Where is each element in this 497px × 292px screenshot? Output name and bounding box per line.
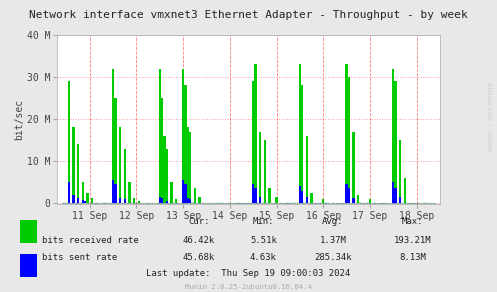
Bar [306, 197, 308, 203]
Bar [184, 86, 187, 203]
Text: 5.51k: 5.51k [250, 236, 277, 244]
Bar [128, 182, 131, 203]
Bar [254, 188, 256, 203]
Bar [182, 180, 184, 203]
Bar [404, 178, 406, 203]
Bar [275, 197, 278, 203]
Bar [345, 65, 348, 203]
Bar [166, 201, 168, 203]
Bar [348, 188, 350, 203]
Y-axis label: bit/sec: bit/sec [14, 99, 24, 140]
Bar [369, 199, 371, 203]
Bar [254, 65, 256, 203]
Bar [268, 188, 271, 203]
Bar [189, 132, 191, 203]
Bar [322, 199, 325, 203]
Bar [175, 199, 177, 203]
Bar [166, 149, 168, 203]
Bar [170, 182, 172, 203]
Bar [189, 199, 191, 203]
Bar [348, 77, 350, 203]
Bar [299, 65, 301, 203]
Bar [187, 128, 189, 203]
Bar [20, 254, 37, 277]
Bar [352, 132, 355, 203]
Bar [91, 198, 93, 203]
Bar [345, 184, 348, 203]
Text: 46.42k: 46.42k [183, 236, 215, 244]
Bar [114, 184, 117, 203]
Bar [399, 140, 402, 203]
Bar [252, 184, 254, 203]
Bar [352, 198, 355, 203]
Bar [73, 195, 75, 203]
Bar [310, 193, 313, 203]
Bar [161, 98, 164, 203]
Text: 193.21M: 193.21M [394, 236, 431, 244]
Bar [392, 182, 394, 203]
Text: Max:: Max: [402, 218, 423, 226]
Text: 8.13M: 8.13M [399, 253, 426, 262]
Bar [133, 198, 135, 203]
Bar [77, 198, 80, 203]
Text: RRDTOOL / TOBI OETIKER: RRDTOOL / TOBI OETIKER [488, 82, 493, 151]
Text: Munin 2.0.25-2ubuntu0.16.04.4: Munin 2.0.25-2ubuntu0.16.04.4 [185, 284, 312, 290]
Text: Min:: Min: [252, 218, 274, 226]
Bar [82, 200, 84, 203]
Text: Cur:: Cur: [188, 218, 210, 226]
Bar [68, 182, 70, 203]
Bar [84, 201, 86, 203]
Text: bits received rate: bits received rate [42, 236, 139, 244]
Bar [182, 69, 184, 203]
Bar [112, 69, 114, 203]
Bar [259, 132, 261, 203]
Bar [299, 186, 301, 203]
Bar [392, 69, 394, 203]
Bar [114, 98, 117, 203]
Bar [20, 220, 37, 243]
Bar [159, 69, 161, 203]
Text: 45.68k: 45.68k [183, 253, 215, 262]
Bar [73, 128, 75, 203]
Bar [187, 198, 189, 203]
Bar [119, 198, 121, 203]
Bar [161, 198, 164, 203]
Text: 4.63k: 4.63k [250, 253, 277, 262]
Text: 1.37M: 1.37M [320, 236, 346, 244]
Bar [394, 188, 397, 203]
Bar [68, 81, 70, 203]
Bar [301, 86, 303, 203]
Bar [86, 193, 88, 203]
Bar [259, 197, 261, 203]
Bar [306, 136, 308, 203]
Bar [124, 149, 126, 203]
Bar [138, 201, 140, 203]
Bar [194, 188, 196, 203]
Bar [252, 81, 254, 203]
Bar [112, 180, 114, 203]
Bar [394, 81, 397, 203]
Text: Last update:  Thu Sep 19 09:00:03 2024: Last update: Thu Sep 19 09:00:03 2024 [147, 270, 350, 278]
Bar [82, 182, 84, 203]
Bar [399, 197, 402, 203]
Text: Avg:: Avg: [322, 218, 344, 226]
Bar [184, 184, 187, 203]
Bar [77, 144, 80, 203]
Bar [159, 197, 161, 203]
Bar [164, 136, 166, 203]
Text: 285.34k: 285.34k [314, 253, 352, 262]
Text: bits sent rate: bits sent rate [42, 253, 117, 262]
Bar [357, 195, 359, 203]
Text: Network interface vmxnet3 Ethernet Adapter - Throughput - by week: Network interface vmxnet3 Ethernet Adapt… [29, 10, 468, 20]
Bar [119, 128, 121, 203]
Bar [198, 197, 201, 203]
Bar [301, 191, 303, 203]
Bar [124, 199, 126, 203]
Bar [264, 140, 266, 203]
